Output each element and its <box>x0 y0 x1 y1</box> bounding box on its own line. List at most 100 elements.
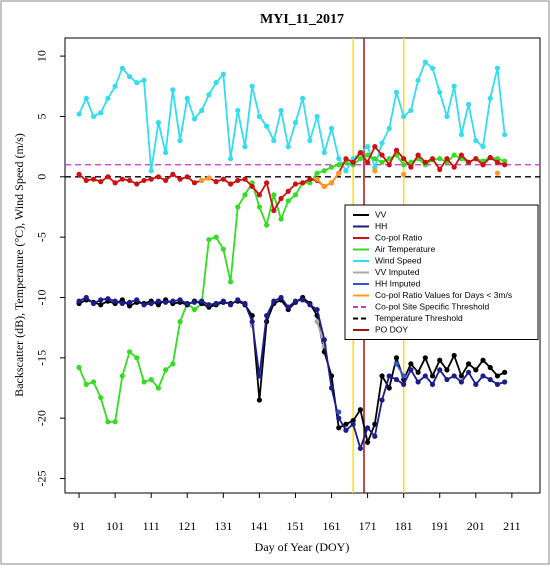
data-point <box>465 369 472 375</box>
data-point <box>155 385 162 391</box>
data-point <box>177 297 183 303</box>
data-point <box>408 107 414 114</box>
data-point <box>141 379 147 385</box>
data-point <box>307 137 313 144</box>
data-point <box>502 158 508 164</box>
x-tick-label: 201 <box>467 519 485 533</box>
data-point <box>494 156 501 162</box>
data-point <box>105 95 111 101</box>
data-point <box>422 59 428 65</box>
data-point <box>300 180 306 186</box>
data-point <box>336 409 342 415</box>
data-point <box>321 183 327 190</box>
data-point <box>170 298 176 304</box>
data-point <box>242 144 248 150</box>
data-point <box>343 421 349 427</box>
data-point <box>458 131 464 138</box>
series-line <box>316 172 340 188</box>
data-point <box>199 177 205 184</box>
data-point <box>444 376 450 383</box>
data-point <box>119 297 125 303</box>
data-point <box>336 170 342 176</box>
data-point <box>98 297 104 303</box>
chart-title: MYI_11_2017 <box>260 12 344 27</box>
x-tick-label: 91 <box>73 519 85 533</box>
data-point <box>264 222 270 228</box>
data-point <box>365 144 371 150</box>
data-point <box>372 164 378 170</box>
data-point <box>487 95 493 101</box>
legend-label: HH <box>375 221 387 231</box>
plot-frame <box>64 37 541 494</box>
data-point <box>256 192 263 198</box>
y-tick-label: -5 <box>35 232 49 242</box>
data-point <box>271 298 277 304</box>
data-point <box>429 381 436 387</box>
data-point <box>314 176 320 182</box>
data-point <box>401 381 407 387</box>
data-point <box>119 65 125 71</box>
data-point <box>365 425 371 431</box>
data-point <box>473 156 479 162</box>
data-point <box>429 65 436 71</box>
data-point <box>264 123 270 129</box>
legend-label: Co-pol Ratio Values for Days < 3m/s <box>375 290 512 300</box>
legend-label: HH Imputed <box>375 278 421 288</box>
data-point <box>408 367 414 373</box>
data-point <box>141 77 147 83</box>
x-axis-label: Day of Year (DOY) <box>255 540 350 554</box>
data-point <box>227 279 234 285</box>
data-point <box>451 352 457 359</box>
data-point <box>458 152 464 158</box>
x-tick-label: 181 <box>395 519 413 533</box>
data-point <box>264 312 270 319</box>
data-point <box>112 419 118 425</box>
data-point <box>502 379 508 385</box>
data-point <box>502 369 508 375</box>
data-point <box>494 159 501 165</box>
data-point <box>227 302 234 308</box>
data-point <box>242 192 248 198</box>
data-point <box>437 367 443 373</box>
data-point <box>126 299 133 305</box>
data-point <box>357 407 363 413</box>
data-point <box>379 373 385 379</box>
data-point <box>401 373 407 379</box>
data-point <box>170 87 176 93</box>
data-point <box>451 373 457 379</box>
data-point <box>220 298 226 304</box>
data-point <box>437 166 443 173</box>
x-tick-label: 111 <box>143 519 160 533</box>
data-point <box>227 181 234 187</box>
data-point <box>314 170 320 176</box>
y-tick-label: 5 <box>35 113 49 119</box>
data-point <box>465 159 472 165</box>
data-point <box>199 298 205 304</box>
data-point <box>126 349 133 355</box>
data-point <box>451 152 457 158</box>
data-point <box>112 180 118 186</box>
data-point <box>473 367 479 373</box>
data-point <box>170 361 176 367</box>
data-point <box>177 176 183 182</box>
data-point <box>494 373 501 379</box>
data-point <box>386 125 392 132</box>
data-point <box>336 425 342 431</box>
legend-label: Co-pol Ratio <box>375 232 423 242</box>
data-point <box>429 373 436 379</box>
data-point <box>393 147 400 153</box>
data-point <box>112 83 118 89</box>
data-point <box>292 298 299 304</box>
data-point <box>155 298 162 304</box>
data-point <box>451 83 457 89</box>
data-point <box>401 113 407 120</box>
data-point <box>278 294 284 301</box>
data-point <box>393 89 400 95</box>
legend-label: Co-pol Site Specific Threshold <box>375 301 489 311</box>
data-point <box>199 107 205 114</box>
x-tick-label: 121 <box>178 519 196 533</box>
y-tick-label: -10 <box>35 289 49 305</box>
legend-label: VV <box>375 209 387 219</box>
data-point <box>314 113 320 120</box>
